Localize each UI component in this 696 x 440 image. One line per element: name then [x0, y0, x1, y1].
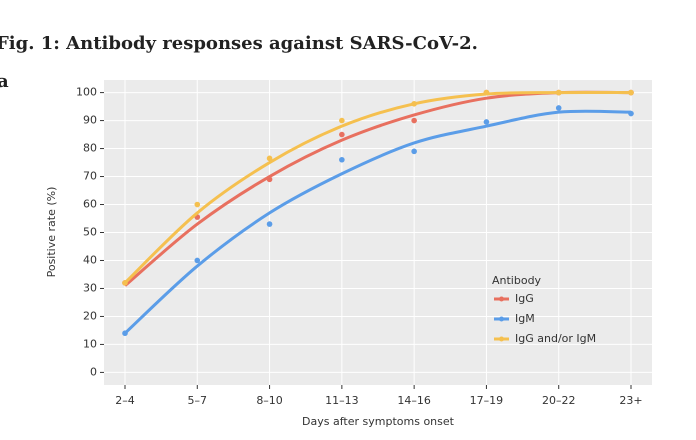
x-tick-label: 20–22 [542, 394, 576, 407]
data-point [122, 280, 128, 286]
x-tick-label: 8–10 [256, 394, 283, 407]
legend-title: Antibody [492, 274, 542, 287]
y-tick-label: 40 [83, 253, 97, 266]
x-tick-label: 14–16 [397, 394, 431, 407]
panel-label: a [0, 71, 9, 92]
data-point [411, 100, 417, 107]
y-tick-label: 70 [83, 170, 97, 183]
y-axis-label: Positive rate (%) [45, 187, 58, 278]
x-tick-label: 5–7 [188, 394, 208, 407]
data-point [339, 131, 345, 138]
legend-dot [499, 296, 504, 302]
x-axis-label: Days after symptoms onset [302, 415, 455, 428]
data-point [339, 117, 345, 124]
data-point [555, 105, 562, 111]
data-point [555, 89, 562, 96]
y-tick-label: 90 [83, 114, 97, 127]
data-point [339, 156, 345, 163]
y-tick-label: 0 [90, 365, 97, 378]
x-tick-label: 2–4 [115, 394, 135, 407]
y-tick-label: 80 [83, 142, 97, 155]
x-tick-label: 17–19 [470, 394, 504, 407]
data-point [628, 89, 634, 96]
x-tick-label: 23+ [619, 394, 642, 407]
fit-line [123, 109, 632, 335]
x-tick-label: 11–13 [325, 394, 359, 407]
data-point [628, 110, 634, 117]
y-tick-label: 100 [76, 86, 97, 99]
data-point [194, 257, 201, 264]
chart-title: Fig. 1: Antibody responses against SARS-… [0, 33, 478, 54]
legend-dot [499, 336, 504, 342]
legend-label: IgM [515, 312, 535, 325]
legend-label: IgG [515, 292, 534, 305]
data-point [266, 155, 273, 162]
data-point [483, 119, 490, 125]
data-point [483, 89, 490, 96]
y-tick-label: 10 [83, 337, 97, 350]
data-point [411, 117, 417, 124]
data-point [266, 221, 273, 227]
legend-label: IgG and/or IgM [515, 332, 596, 345]
data-point [122, 330, 128, 337]
data-point [266, 176, 273, 183]
y-tick-label: 60 [83, 198, 97, 211]
fit-line [123, 90, 632, 284]
data-point [411, 148, 417, 155]
y-tick-label: 20 [83, 309, 97, 322]
y-tick-label: 30 [83, 281, 97, 294]
legend-dot [499, 316, 504, 322]
y-tick-label: 50 [83, 226, 97, 239]
data-point [194, 201, 201, 208]
